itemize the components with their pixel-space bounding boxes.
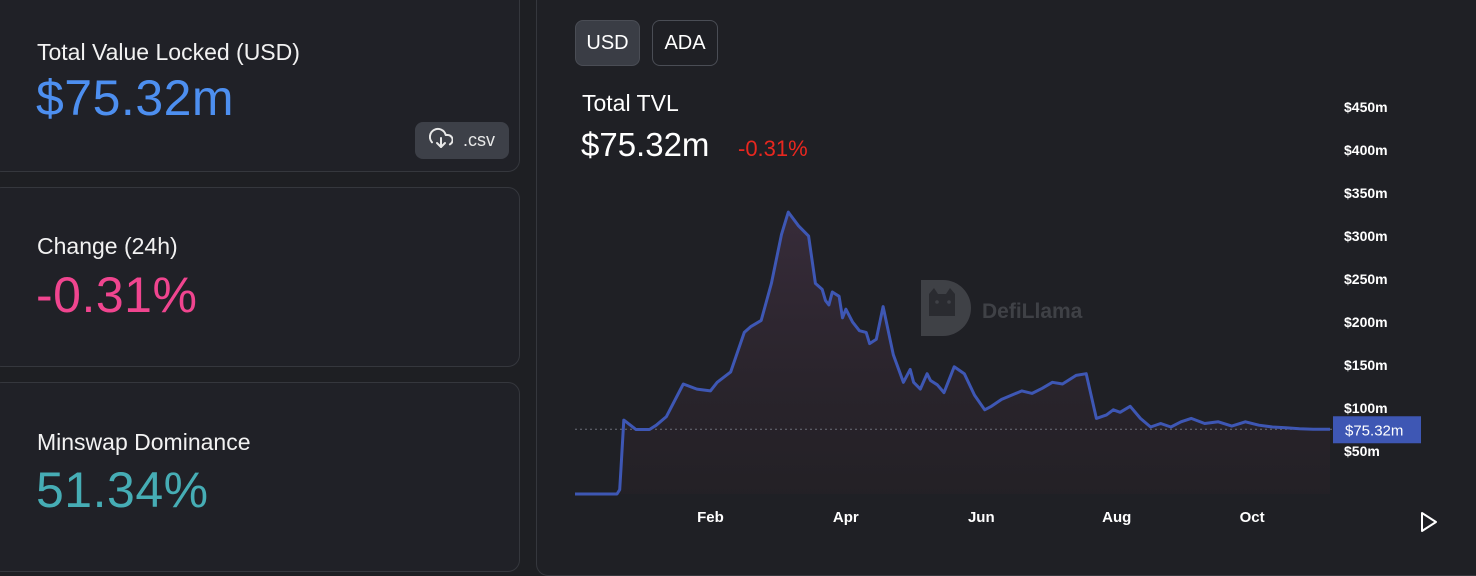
y-tick-label: $50m bbox=[1344, 443, 1380, 459]
y-tick-label: $200m bbox=[1344, 314, 1388, 330]
y-tick-label: $450m bbox=[1344, 99, 1388, 115]
download-csv-button[interactable]: .csv bbox=[415, 122, 509, 159]
chart-title: Total TVL bbox=[582, 90, 679, 116]
play-icon[interactable] bbox=[1416, 510, 1440, 534]
dominance-label: Minswap Dominance bbox=[37, 429, 251, 455]
tvl-label: Total Value Locked (USD) bbox=[37, 39, 300, 65]
tvl-value: $75.32m bbox=[36, 70, 235, 126]
y-tick-label: $300m bbox=[1344, 228, 1388, 244]
y-tick-label: $350m bbox=[1344, 185, 1388, 201]
csv-label: .csv bbox=[462, 130, 495, 150]
y-tick-label: $250m bbox=[1344, 271, 1388, 287]
current-value-label-text: $75.32m bbox=[1345, 422, 1403, 439]
tvl-card: Total Value Locked (USD) $75.32m .csv bbox=[0, 0, 520, 172]
change-card: Change (24h) -0.31% bbox=[0, 187, 520, 367]
ada-toggle-button[interactable]: ADA bbox=[652, 20, 718, 66]
y-tick-label: $400m bbox=[1344, 142, 1388, 158]
x-tick-label: Feb bbox=[697, 509, 724, 526]
dominance-card: Minswap Dominance 51.34% bbox=[0, 382, 520, 572]
chart-change: -0.31% bbox=[738, 136, 808, 161]
cloud-download-icon bbox=[428, 126, 454, 155]
change-value: -0.31% bbox=[36, 267, 198, 323]
x-tick-label: Aug bbox=[1102, 509, 1131, 526]
defillama-watermark: DefiLlama bbox=[921, 280, 1083, 336]
tvl-chart[interactable]: DefiLlama $50m$100m$150m$200m$250m$300m$… bbox=[0, 0, 1476, 561]
tvl-line bbox=[575, 210, 1330, 496]
current-value-label: $75.32m bbox=[1333, 416, 1421, 444]
y-axis: $50m $100m $150m $200m $250m $300m $350m $400m $… bbox=[1344, 99, 1388, 459]
x-tick-label: Jun bbox=[968, 509, 995, 526]
x-tick-label: Apr bbox=[833, 509, 859, 526]
llama-logo-icon bbox=[921, 280, 971, 336]
x-tick-label: Oct bbox=[1240, 509, 1265, 526]
usd-toggle-button[interactable]: USD bbox=[575, 20, 640, 66]
x-axis: Feb Apr Jun Aug Oct bbox=[697, 509, 1265, 526]
watermark-text: DefiLlama bbox=[982, 300, 1083, 323]
change-label: Change (24h) bbox=[37, 233, 178, 259]
y-tick-label: $150m bbox=[1344, 357, 1388, 373]
y-tick-label: $100m bbox=[1344, 400, 1388, 416]
chart-current-value: $75.32m bbox=[581, 126, 710, 163]
dominance-value: 51.34% bbox=[36, 462, 209, 518]
tvl-area bbox=[575, 212, 1330, 494]
